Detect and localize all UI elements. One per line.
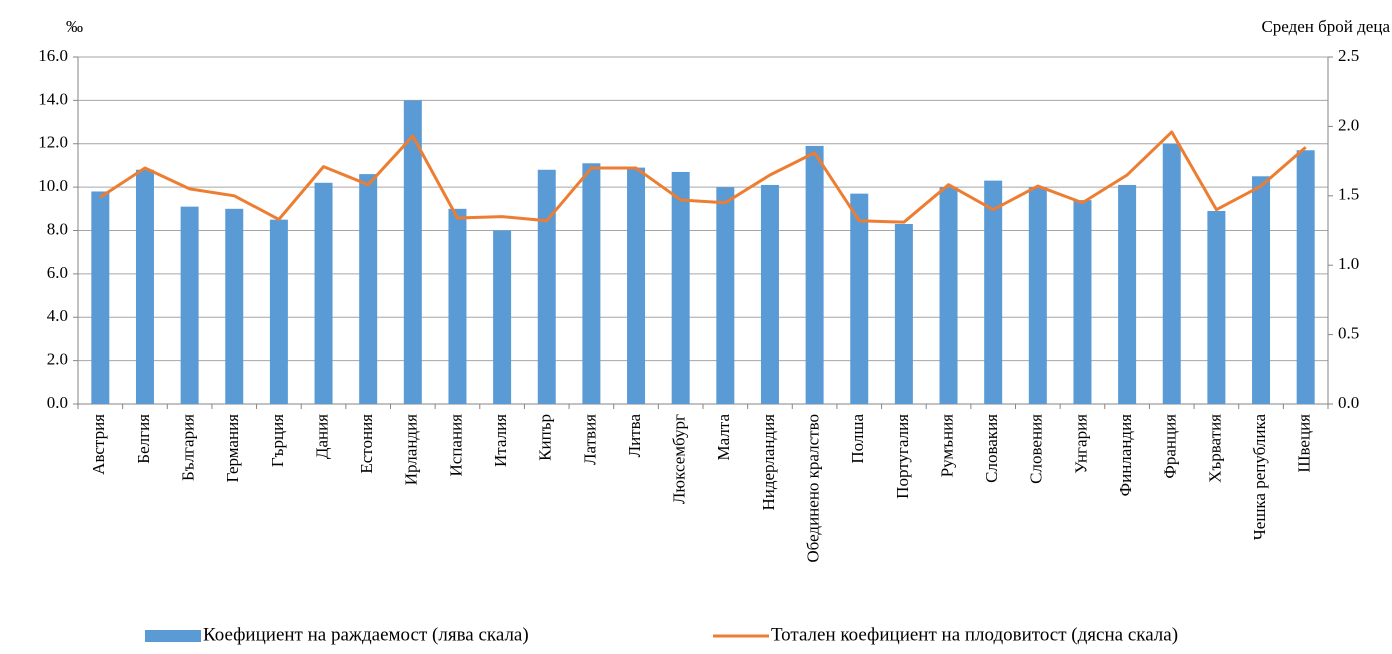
- y-tick-label: 14.0: [38, 89, 68, 108]
- y2-tick-label: 1.0: [1338, 254, 1359, 273]
- y2-axis-unit: Среден брой деца: [1261, 17, 1390, 36]
- x-tick-label: Гърция: [268, 414, 287, 467]
- x-tick-label: Кипър: [536, 414, 555, 461]
- bar: [1118, 184, 1137, 404]
- x-tick-label: Унгария: [1071, 414, 1090, 474]
- bar: [582, 163, 601, 404]
- bar: [359, 174, 378, 404]
- x-tick-label: Полша: [848, 414, 867, 464]
- bar: [939, 187, 958, 404]
- bar: [180, 206, 199, 404]
- bar: [1162, 143, 1181, 404]
- bar: [403, 100, 422, 404]
- legend-swatch: [145, 630, 201, 642]
- x-tick-label: Франция: [1161, 414, 1180, 479]
- x-tick-label: Белгия: [134, 414, 153, 464]
- x-tick-label: Естония: [357, 414, 376, 474]
- x-tick-label: Словакия: [982, 414, 1001, 483]
- x-tick-label: Латвия: [580, 414, 599, 465]
- x-tick-label: Ирландия: [402, 414, 421, 485]
- bar: [135, 169, 154, 404]
- bar: [225, 208, 244, 404]
- bar: [537, 169, 556, 404]
- x-tick-label: Финландия: [1116, 414, 1135, 496]
- x-tick-label: Румъния: [937, 414, 956, 477]
- x-tick-label: Обединено кралство: [804, 414, 823, 563]
- bar: [1252, 176, 1271, 404]
- x-tick-label: Швеция: [1295, 414, 1314, 473]
- legend-label: Коефициент на раждаемост (лява скала): [203, 624, 529, 645]
- y2-tick-label: 0.0: [1338, 393, 1359, 412]
- y-tick-label: 16.0: [38, 46, 68, 65]
- bar: [1207, 210, 1226, 404]
- line: [99, 130, 1307, 224]
- y2-tick-label: 1.5: [1338, 185, 1359, 204]
- y2-tick-label: 2.0: [1338, 115, 1359, 134]
- bar: [627, 167, 646, 404]
- y2-tick-label: 0.5: [1338, 324, 1359, 343]
- x-tick-label: Люксембург: [670, 414, 689, 504]
- x-tick-label: Хърватия: [1205, 414, 1224, 483]
- y-tick-label: 12.0: [38, 133, 68, 152]
- bar: [716, 187, 735, 404]
- x-tick-label: Словения: [1027, 414, 1046, 484]
- x-tick-label: Испания: [446, 414, 465, 477]
- bar: [448, 208, 467, 404]
- x-tick-label: Литва: [625, 414, 644, 458]
- bar: [1073, 200, 1092, 404]
- bar: [1296, 150, 1315, 404]
- x-tick-label: Португалия: [893, 414, 912, 499]
- x-tick-label: Германия: [223, 414, 242, 483]
- x-tick-label: България: [179, 414, 198, 481]
- bar: [984, 180, 1003, 404]
- bar: [805, 145, 824, 404]
- y-tick-label: 8.0: [47, 219, 68, 238]
- y-tick-label: 0.0: [47, 393, 68, 412]
- y-tick-label: 6.0: [47, 263, 68, 282]
- y2-tick-label: 2.5: [1338, 46, 1359, 65]
- bar: [493, 230, 512, 404]
- x-tick-label: Италия: [491, 414, 510, 467]
- bar: [850, 193, 869, 404]
- y-axis-unit: ‰: [66, 17, 83, 36]
- x-tick-label: Малта: [714, 414, 733, 461]
- bar: [1028, 187, 1047, 404]
- bar: [894, 223, 913, 404]
- y-tick-label: 2.0: [47, 350, 68, 369]
- y-tick-label: 4.0: [47, 306, 68, 325]
- bar: [760, 184, 779, 404]
- bar: [91, 191, 110, 404]
- legend-label: Тотален коефициент на плодовитост (дясна…: [771, 624, 1178, 645]
- bar: [671, 171, 690, 404]
- bar: [314, 182, 333, 404]
- y-tick-label: 10.0: [38, 176, 68, 195]
- x-tick-label: Дания: [312, 414, 331, 459]
- bar: [269, 219, 288, 404]
- x-tick-label: Австрия: [89, 414, 108, 475]
- x-tick-label: Нидерландия: [759, 414, 778, 511]
- x-tick-label: Чешка република: [1250, 414, 1269, 541]
